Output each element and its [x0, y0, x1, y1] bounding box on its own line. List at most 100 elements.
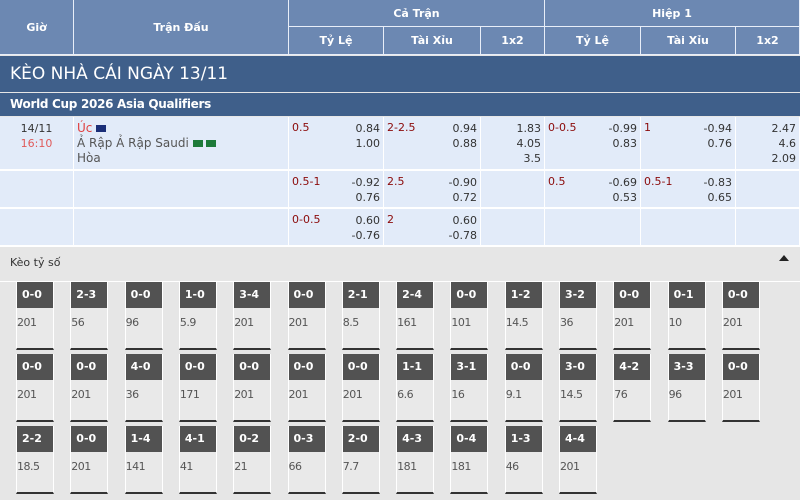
score-label: 4-0	[125, 354, 162, 380]
score-card[interactable]: 2-1 8.5	[341, 282, 380, 350]
score-label: 3-0	[560, 354, 596, 380]
score-odds: 201	[722, 388, 743, 401]
score-card[interactable]: 4-4 201	[559, 426, 597, 494]
row-2-cell-3: 2 0.60 -0.78	[384, 209, 481, 247]
divider	[0, 281, 800, 282]
odds-value: 0.60	[355, 214, 381, 227]
home-team[interactable]: Úc	[77, 121, 93, 135]
odds-1x2[interactable]: 2.47 4.6 2.09	[772, 121, 797, 166]
score-card[interactable]: 0-0 201	[287, 354, 326, 422]
handicap-odds[interactable]: 0.60 -0.76	[352, 213, 380, 243]
score-card[interactable]: 0-0 201	[721, 354, 760, 422]
score-card[interactable]: 4-0 36	[124, 354, 163, 422]
odds-value: 2.09	[771, 152, 797, 165]
score-label: 2-2	[17, 426, 53, 452]
score-card[interactable]: 1-0 5.9	[178, 282, 217, 350]
odds-value: 0.65	[707, 191, 733, 204]
score-card[interactable]: 3-1 16	[450, 354, 489, 422]
score-card[interactable]: 4-2 76	[613, 354, 652, 422]
score-card[interactable]: 2-0 7.7	[341, 426, 380, 494]
score-odds: 10	[668, 316, 683, 329]
row-0-cell-4: 1.83 4.05 3.5	[481, 117, 545, 171]
score-card[interactable]: 0-0 96	[124, 282, 163, 350]
over-under-odds[interactable]: 0.94 0.88	[453, 121, 478, 151]
score-odds: 201	[71, 388, 91, 401]
score-card[interactable]: 3-4 201	[233, 282, 272, 350]
score-card[interactable]: 2-2 18.5	[16, 426, 54, 494]
half-handicap-odds[interactable]: -0.99 0.83	[609, 121, 637, 151]
score-card[interactable]: 2-4 161	[396, 282, 435, 350]
half-over-under-odds[interactable]: -0.83 0.65	[704, 175, 732, 205]
score-card[interactable]: 4-1 41	[178, 426, 217, 494]
score-label: 3-1	[451, 354, 488, 380]
score-card[interactable]: 1-1 6.6	[396, 354, 435, 422]
score-label: 1-4	[125, 426, 162, 452]
score-card[interactable]: 1-2 14.5	[504, 282, 543, 350]
score-card[interactable]: 0-0 201	[287, 282, 326, 350]
half-handicap-odds[interactable]: -0.69 0.53	[609, 175, 637, 205]
over-under-line: 2-2.5	[387, 121, 416, 134]
over-under-odds[interactable]: 0.60 -0.78	[449, 213, 477, 243]
header-time: Giờ	[0, 0, 74, 55]
score-card[interactable]: 1-3 46	[504, 426, 543, 494]
odds-value: 0.72	[452, 191, 478, 204]
score-label: 0-0	[505, 354, 542, 380]
score-card[interactable]: 3-3 96	[667, 354, 706, 422]
odds-value: -0.92	[351, 176, 380, 189]
score-odds: 46	[505, 460, 520, 473]
score-card[interactable]: 0-4 181	[450, 426, 489, 494]
handicap-odds[interactable]: 0.84 1.00	[356, 121, 381, 151]
handicap-odds[interactable]: -0.92 0.76	[352, 175, 380, 205]
score-card[interactable]: 0-0 9.1	[504, 354, 543, 422]
score-card[interactable]: 0-0 201	[16, 282, 54, 350]
saudi-flag-icon	[192, 140, 203, 147]
score-card[interactable]: 4-3 181	[396, 426, 435, 494]
odds-1x2[interactable]: 1.83 4.05 3.5	[517, 121, 542, 166]
odds-value: -0.94	[703, 122, 732, 135]
score-card[interactable]: 0-1 10	[667, 282, 706, 350]
away-team[interactable]: Ả Rập Ả Rập Saudi	[77, 136, 189, 150]
score-label: 4-4	[560, 426, 596, 452]
header-match: Trận Đấu	[74, 0, 289, 55]
score-card[interactable]: 0-0 201	[16, 354, 54, 422]
odds-value: -0.90	[448, 176, 477, 189]
score-odds: 76	[614, 388, 628, 401]
draw-label: Hòa	[77, 151, 101, 165]
header-over-under: Tài Xỉu	[384, 27, 481, 55]
odds-value: 0.76	[707, 137, 733, 150]
score-label: 4-2	[614, 354, 651, 380]
score-card[interactable]: 0-0 101	[450, 282, 489, 350]
half-handicap-line: 0.5	[548, 175, 566, 188]
score-card[interactable]: 0-0 171	[178, 354, 217, 422]
row-2-cell-0	[0, 209, 74, 247]
score-label: 2-4	[397, 282, 434, 308]
row-0-cell-1: Úc Ả Rập Ả Rập Saudi Hòa	[74, 117, 289, 171]
score-odds: 201	[342, 388, 363, 401]
over-under-line: 2.5	[387, 175, 405, 188]
odds-value: 0.88	[452, 137, 478, 150]
score-card[interactable]: 0-2 21	[233, 426, 272, 494]
score-card[interactable]: 0-0 201	[70, 354, 109, 422]
score-odds: 201	[234, 316, 254, 329]
half-over-under-odds[interactable]: -0.94 0.76	[704, 121, 732, 151]
score-label: 0-2	[234, 426, 271, 452]
score-card[interactable]: 3-2 36	[559, 282, 597, 350]
odds-value: -0.76	[351, 229, 380, 242]
score-odds: 5.9	[179, 316, 197, 329]
score-odds: 141	[125, 460, 146, 473]
score-label: 3-3	[668, 354, 705, 380]
over-under-odds[interactable]: -0.90 0.72	[449, 175, 477, 205]
score-label: 3-2	[560, 282, 596, 308]
score-card[interactable]: 3-0 14.5	[559, 354, 597, 422]
score-card[interactable]: 0-0 201	[341, 354, 380, 422]
caret-up-icon[interactable]	[779, 255, 789, 261]
score-card[interactable]: 0-0 201	[233, 354, 272, 422]
score-card[interactable]: 0-0 201	[70, 426, 109, 494]
score-card[interactable]: 0-3 66	[287, 426, 326, 494]
score-card[interactable]: 2-3 56	[70, 282, 109, 350]
score-label: 2-3	[71, 282, 108, 308]
score-card[interactable]: 0-0 201	[721, 282, 760, 350]
score-card[interactable]: 1-4 141	[124, 426, 163, 494]
score-odds: 201	[288, 388, 309, 401]
score-card[interactable]: 0-0 201	[613, 282, 652, 350]
